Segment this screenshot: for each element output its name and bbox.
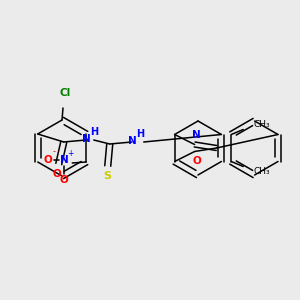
- Text: +: +: [67, 149, 74, 158]
- Text: O: O: [44, 155, 52, 165]
- Text: N: N: [60, 155, 69, 165]
- Text: O: O: [192, 157, 201, 166]
- Text: N: N: [82, 134, 91, 144]
- Text: O: O: [52, 169, 61, 179]
- Text: N: N: [128, 136, 137, 146]
- Text: CH₃: CH₃: [253, 120, 270, 129]
- Text: N: N: [192, 130, 201, 140]
- Text: Cl: Cl: [59, 88, 70, 98]
- Text: -: -: [53, 148, 56, 157]
- Text: H: H: [90, 127, 98, 137]
- Text: S: S: [103, 171, 111, 181]
- Text: H: H: [136, 129, 144, 139]
- Text: CH₃: CH₃: [253, 167, 270, 176]
- Text: O: O: [60, 175, 69, 185]
